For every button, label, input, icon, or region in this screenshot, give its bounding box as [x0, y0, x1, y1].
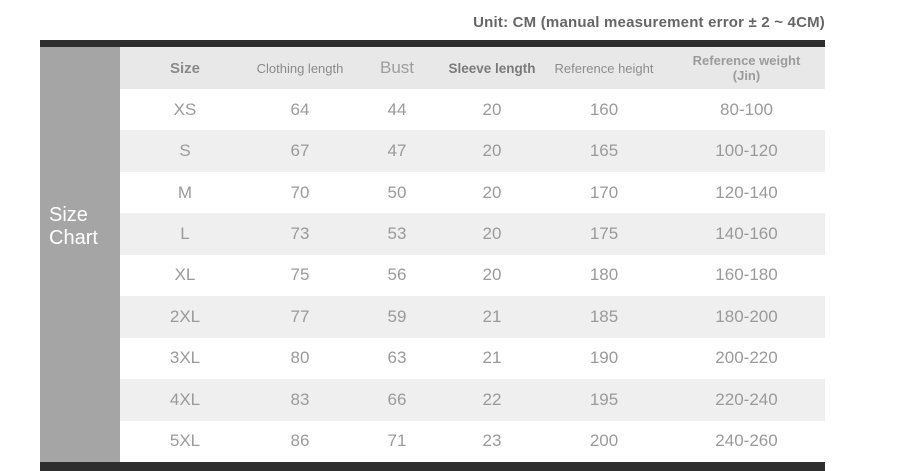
cell-reference_weight: 200-220	[715, 348, 778, 368]
cell-size: 5XL	[169, 431, 201, 451]
cell-reference_weight: 80-100	[720, 99, 773, 119]
cell-sleeve_length: 22	[482, 389, 502, 409]
top-bar	[40, 40, 825, 47]
table-row: XL 75 56 20 180 160-180	[120, 255, 825, 296]
cell-size: 3XL	[169, 348, 201, 368]
cell-clothing_length: 83	[290, 389, 310, 409]
cell-reference_weight: 240-260	[715, 431, 778, 451]
cell-size: XL	[174, 265, 196, 285]
cell-reference_weight: 140-160	[715, 224, 778, 244]
cell-clothing_length: 67	[290, 141, 310, 161]
cell-clothing_length: 70	[290, 182, 310, 202]
table-row: 2XL 77 59 21 185 180-200	[120, 296, 825, 338]
cell-size: XS	[173, 99, 197, 119]
chart-content: Size Chart Size Clothing length Bust Sle…	[40, 47, 825, 462]
cell-reference_height: 185	[589, 306, 619, 326]
header-reference-weight-line2: (Jin)	[732, 68, 761, 83]
cell-reference_weight: 100-120	[715, 141, 778, 161]
table-row: XS 64 44 20 160 80-100	[120, 89, 825, 130]
header-cell-reference-weight: Reference weight (Jin)	[668, 47, 825, 89]
table-row: S 67 47 20 165 100-120	[120, 130, 825, 172]
cell-size: 4XL	[169, 389, 201, 409]
cell-reference_height: 160	[589, 99, 619, 119]
cell-clothing_length: 86	[290, 431, 310, 451]
cell-bust: 53	[387, 224, 407, 244]
size-chart: Size Chart Size Clothing length Bust Sle…	[40, 40, 825, 471]
cell-reference_height: 200	[589, 431, 619, 451]
cell-clothing_length: 80	[290, 348, 310, 368]
cell-sleeve_length: 23	[482, 431, 502, 451]
cell-reference_weight: 160-180	[715, 265, 778, 285]
header-cell-clothing-length: Clothing length	[256, 60, 344, 76]
header-cell-bust: Bust	[379, 58, 415, 77]
cell-size: L	[180, 224, 190, 244]
cell-reference_weight: 120-140	[715, 182, 778, 202]
cell-reference_weight: 180-200	[715, 306, 778, 326]
size-table: Size Clothing length Bust Sleeve length …	[120, 47, 825, 462]
cell-clothing_length: 77	[290, 306, 310, 326]
sidebar-title-line1: Size	[49, 203, 88, 226]
table-row: M 70 50 20 170 120-140	[120, 172, 825, 213]
cell-reference_height: 180	[589, 265, 619, 285]
cell-bust: 63	[387, 348, 407, 368]
cell-bust: 66	[387, 389, 407, 409]
cell-bust: 47	[387, 141, 407, 161]
cell-sleeve_length: 20	[482, 224, 502, 244]
header-reference-weight-line1: Reference weight	[692, 53, 801, 68]
cell-reference_height: 170	[589, 182, 619, 202]
table-row: L 73 53 20 175 140-160	[120, 213, 825, 255]
cell-reference_height: 165	[589, 141, 619, 161]
cell-bust: 44	[387, 99, 407, 119]
cell-sleeve_length: 20	[482, 99, 502, 119]
table-row: 5XL 86 71 23 200 240-260	[120, 421, 825, 462]
cell-reference_height: 190	[589, 348, 619, 368]
bottom-bar	[40, 462, 825, 471]
table-row: 4XL 83 66 22 195 220-240	[120, 379, 825, 421]
sidebar: Size Chart	[40, 47, 120, 462]
table-header-row: Size Clothing length Bust Sleeve length …	[120, 47, 825, 89]
cell-reference_weight: 220-240	[715, 389, 778, 409]
cell-sleeve_length: 20	[482, 265, 502, 285]
cell-size: S	[179, 141, 191, 161]
cell-reference_height: 175	[589, 224, 619, 244]
sidebar-title-line2: Chart	[49, 226, 98, 249]
table-row: 3XL 80 63 21 190 200-220	[120, 338, 825, 379]
header-cell-size: Size	[169, 59, 200, 77]
cell-bust: 50	[387, 182, 407, 202]
header-cell-sleeve-length: Sleeve length	[448, 60, 536, 76]
cell-size: 2XL	[169, 306, 201, 326]
cell-sleeve_length: 20	[482, 141, 502, 161]
cell-bust: 56	[387, 265, 407, 285]
unit-note: Unit: CM (manual measurement error ± 2 ~…	[473, 14, 825, 31]
cell-clothing_length: 75	[290, 265, 310, 285]
cell-size: M	[177, 182, 193, 202]
cell-reference_height: 195	[589, 389, 619, 409]
cell-clothing_length: 64	[290, 99, 310, 119]
cell-bust: 59	[387, 306, 407, 326]
sidebar-title: Size Chart	[49, 204, 120, 250]
cell-clothing_length: 73	[290, 224, 310, 244]
cell-sleeve_length: 21	[482, 348, 502, 368]
header-cell-reference-height: Reference height	[554, 60, 654, 76]
cell-sleeve_length: 20	[482, 182, 502, 202]
cell-bust: 71	[387, 431, 407, 451]
cell-sleeve_length: 21	[482, 306, 502, 326]
